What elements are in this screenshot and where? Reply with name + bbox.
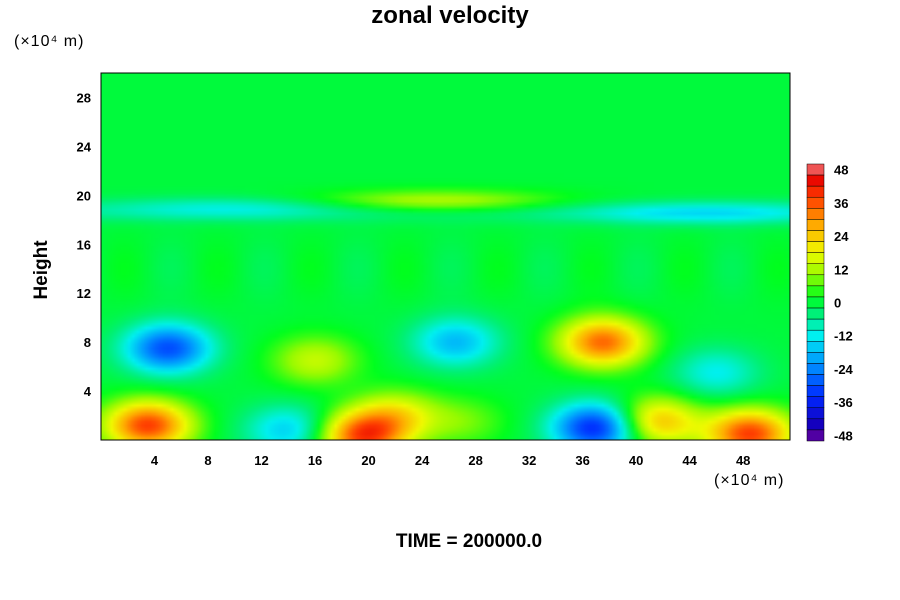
colorbar-swatch bbox=[806, 274, 825, 287]
y-tick-label: 24 bbox=[77, 139, 92, 154]
colorbar-tick-label: -48 bbox=[834, 428, 853, 443]
plot-frame bbox=[100, 72, 791, 441]
colorbar-swatch bbox=[806, 407, 825, 420]
colorbar-swatch bbox=[806, 296, 825, 309]
y-tick-label: 28 bbox=[77, 90, 91, 105]
x-tick-label: 32 bbox=[522, 453, 536, 468]
y-tick-label: 20 bbox=[77, 188, 91, 203]
x-axis-unit: (×10⁴ m) bbox=[714, 472, 785, 489]
x-tick-label: 28 bbox=[468, 453, 482, 468]
colorbar-tick-label: 48 bbox=[834, 163, 848, 178]
colorbar-swatch bbox=[806, 263, 825, 276]
colorbar-swatch bbox=[806, 329, 825, 342]
x-tick-label: 16 bbox=[308, 453, 322, 468]
colorbar-tick-label: -12 bbox=[834, 329, 853, 344]
colorbar-swatch bbox=[806, 163, 825, 176]
y-tick-label: 12 bbox=[77, 286, 91, 301]
y-axis-unit: (×10⁴ m) bbox=[14, 33, 85, 50]
colorbar-swatch bbox=[806, 385, 825, 397]
colorbar-tick-label: 12 bbox=[834, 262, 848, 277]
colorbar-swatch bbox=[806, 307, 825, 320]
x-tick-label: 20 bbox=[361, 453, 375, 468]
colorbar-swatch bbox=[806, 208, 825, 220]
colorbar-swatch bbox=[806, 174, 825, 187]
x-tick-label: 40 bbox=[629, 453, 643, 468]
time-label: TIME = 200000.0 bbox=[395, 531, 543, 552]
colorbar-swatch bbox=[806, 418, 825, 431]
colorbar-tick-label: -24 bbox=[834, 362, 854, 377]
x-tick-label: 4 bbox=[151, 453, 159, 468]
colorbar: 48 36 24 12 0 -12 -24 -36 -48 bbox=[806, 163, 854, 443]
colorbar-swatch bbox=[806, 241, 825, 253]
x-tick-label: 24 bbox=[415, 453, 430, 468]
y-axis-ticks: 4 8 12 16 20 24 28 bbox=[77, 90, 92, 399]
colorbar-tick-label: 36 bbox=[834, 196, 848, 211]
colorbar-swatch bbox=[806, 352, 825, 364]
chart-title: zonal velocity bbox=[371, 2, 529, 29]
colorbar-swatch bbox=[806, 341, 825, 353]
x-tick-label: 36 bbox=[575, 453, 589, 468]
colorbar-swatch bbox=[806, 196, 825, 209]
colorbar-swatch bbox=[806, 252, 825, 264]
colorbar-swatch bbox=[806, 396, 825, 409]
x-tick-label: 12 bbox=[254, 453, 268, 468]
colorbar-swatch bbox=[806, 219, 825, 231]
colorbar-tick-label: -36 bbox=[834, 395, 853, 410]
x-axis-ticks: 4 8 12 16 20 24 28 32 36 40 44 48 bbox=[151, 453, 751, 468]
y-tick-label: 8 bbox=[84, 335, 91, 350]
colorbar-tick-label: 0 bbox=[834, 296, 841, 311]
y-tick-label: 16 bbox=[77, 237, 91, 252]
colorbar-swatch bbox=[806, 363, 825, 375]
x-tick-label: 8 bbox=[204, 453, 211, 468]
velocity-field bbox=[101, 73, 790, 440]
colorbar-swatch bbox=[806, 230, 825, 242]
x-tick-label: 44 bbox=[682, 453, 697, 468]
colorbar-swatch bbox=[806, 374, 825, 386]
colorbar-tick-label: 24 bbox=[834, 229, 849, 244]
colorbar-swatch bbox=[806, 185, 825, 198]
colorbar-swatch bbox=[806, 429, 825, 442]
colorbar-swatch bbox=[806, 318, 825, 331]
x-tick-label: 48 bbox=[736, 453, 750, 468]
colorbar-swatch bbox=[806, 285, 825, 298]
y-tick-label: 4 bbox=[84, 384, 92, 399]
